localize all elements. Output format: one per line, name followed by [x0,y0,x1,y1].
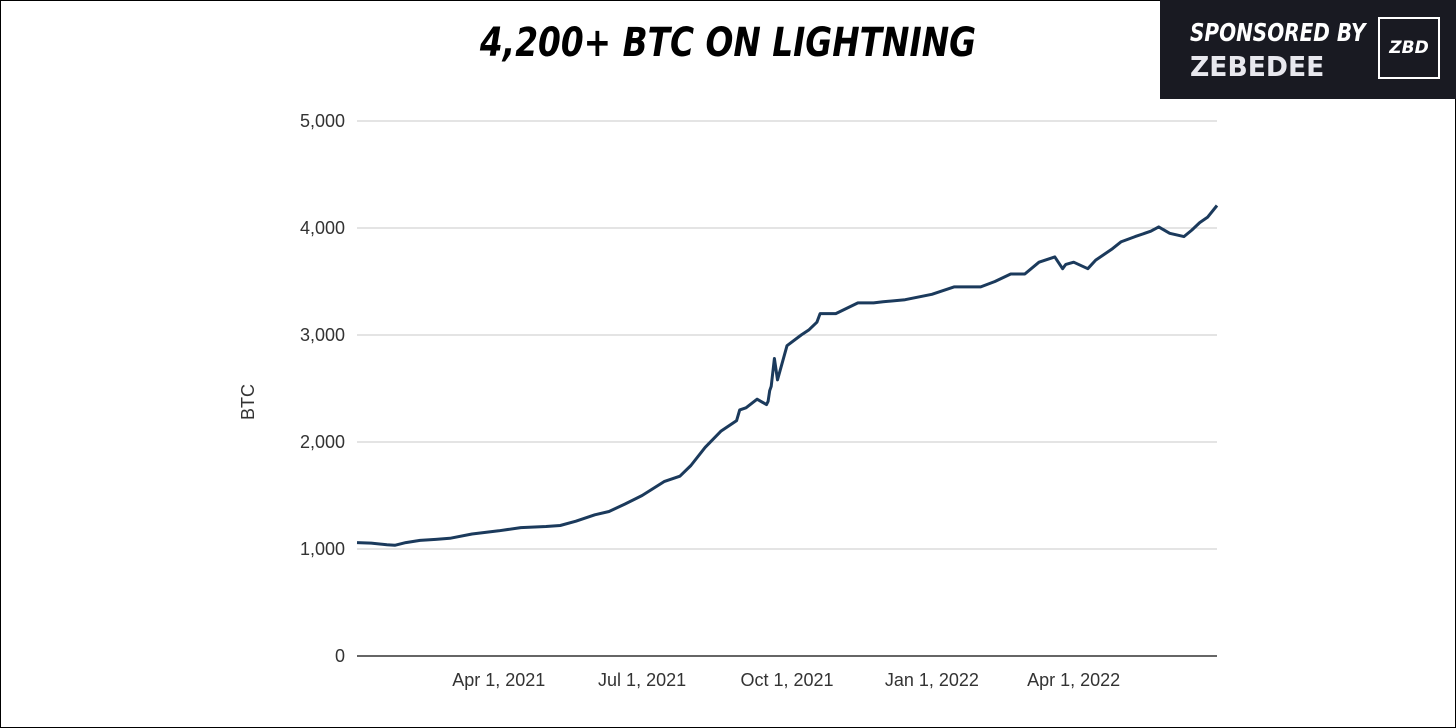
sponsor-name: ZEBEDEE [1190,50,1325,83]
sponsor-banner[interactable]: SPONSORED BY ZEBEDEE ZBD [1160,0,1456,99]
gridlines [357,120,1217,550]
y-axis-ticks: 0 1,000 2,000 3,000 4,000 5,000 [300,111,345,666]
y-tick-label: 5,000 [300,111,345,131]
chart-title: 4,200+ BTC ON LIGHTNING [479,20,977,66]
sponsor-label: SPONSORED BY [1190,18,1366,47]
x-tick-label: Jul 1, 2021 [598,670,686,690]
y-tick-label: 4,000 [300,218,345,238]
x-tick-label: Oct 1, 2021 [740,670,833,690]
x-axis-ticks: Apr 1, 2021 Jul 1, 2021 Oct 1, 2021 Jan 1, … [452,670,1120,690]
y-axis-label: BTC [238,384,258,420]
x-tick-label: Jan 1, 2022 [885,670,979,690]
y-tick-label: 3,000 [300,325,345,345]
zbd-logo: ZBD [1378,17,1440,79]
x-tick-label: Apr 1, 2021 [452,670,545,690]
x-tick-label: Apr 1, 2022 [1027,670,1120,690]
y-tick-label: 1,000 [300,539,345,559]
y-tick-label: 2,000 [300,432,345,452]
y-tick-label: 0 [335,646,345,666]
series-line-btc [356,204,1219,547]
